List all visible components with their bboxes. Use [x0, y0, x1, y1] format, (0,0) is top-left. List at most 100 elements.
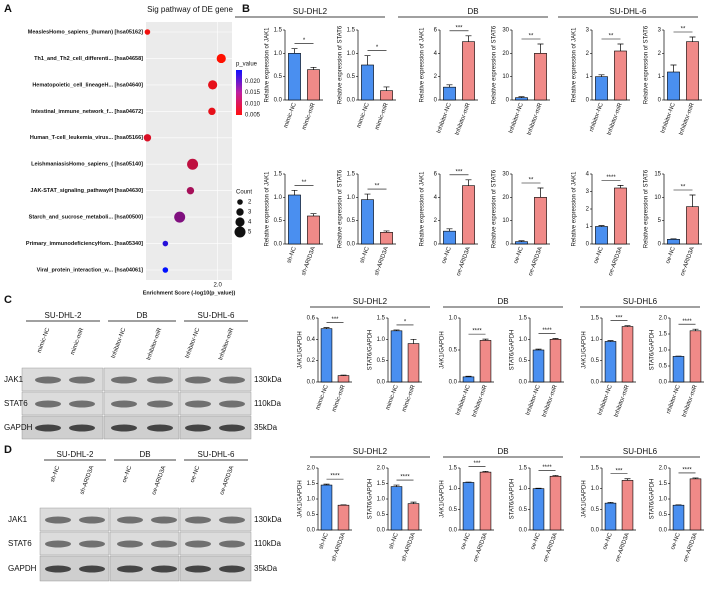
- size-label: 130kDa: [254, 375, 282, 384]
- y-axis-label: STAT6/GAPDH: [368, 479, 374, 520]
- y-axis-label: Relative expression of STAT6: [492, 25, 498, 104]
- bar: [667, 239, 680, 245]
- blot-panel: [179, 507, 252, 532]
- y-tick-label: 3: [586, 28, 590, 34]
- blot-band: [111, 400, 137, 408]
- blot-band: [219, 424, 245, 432]
- x-tick-label: sh-NC: [388, 532, 400, 551]
- y-axis-label: Relative expression of JAK1: [265, 171, 271, 247]
- significance-label: ****: [472, 329, 482, 335]
- y-tick-label: 0.5: [274, 74, 283, 80]
- y-tick-label: 2.0: [659, 466, 668, 472]
- bar: [604, 502, 617, 531]
- y-tick-label: Hematopoietic_cell_lineageH... [hsa04640…: [32, 82, 143, 88]
- x-tick-label: oe-ARID3A: [473, 532, 489, 563]
- bar: [534, 197, 547, 245]
- blot-band: [79, 565, 105, 573]
- y-tick-label: 1.0: [347, 195, 356, 201]
- y-tick-label: 0.5: [519, 358, 528, 364]
- panel-label: C: [4, 294, 12, 306]
- x-tick-label: mimic-NC: [315, 384, 330, 411]
- y-tick-label: 0.5: [659, 512, 668, 518]
- error-bar: [482, 470, 489, 473]
- blot-panel: [39, 531, 110, 556]
- x-tick-label: Inhibitor-NC: [508, 102, 525, 135]
- error-bar: [624, 325, 631, 327]
- y-axis-label: Relative expression of JAK1: [420, 27, 426, 103]
- panel-label: A: [4, 3, 12, 15]
- y-axis-label: JAK1/GAPDH: [582, 480, 588, 517]
- y-axis-label: Relative expression of JAK1: [572, 27, 578, 103]
- significance-label: **: [609, 34, 614, 40]
- error-bar: [364, 193, 371, 200]
- significance-label: ***: [455, 25, 463, 31]
- y-tick-label: 0.5: [274, 218, 283, 224]
- error-bar: [689, 36, 696, 42]
- bar: [686, 41, 699, 101]
- y-tick-label: Th1_and_Th2_cell_differenti... [hsa04658…: [34, 56, 143, 62]
- legend-tick-label: 0.020: [245, 79, 261, 85]
- x-tick-label: Inhibitor-miR: [542, 384, 559, 419]
- legend-title: p_value: [236, 62, 258, 68]
- bar: [407, 503, 420, 531]
- y-tick-label: Viral_protein_interaction_w... [hsa04061…: [37, 267, 144, 273]
- bar: [515, 97, 528, 101]
- legend-title: Count: [236, 190, 252, 196]
- error-bar: [410, 501, 417, 504]
- y-tick-label: 0.0: [377, 528, 386, 534]
- y-tick-label: 0.2: [307, 358, 316, 364]
- y-tick-label: MeaslesHomo_sapiens_(human) [hsa05162]: [28, 29, 143, 35]
- blot-band: [219, 400, 245, 408]
- y-tick-label: 1.0: [274, 51, 283, 57]
- error-bar: [670, 64, 677, 72]
- bar: [534, 53, 547, 101]
- bar: [380, 90, 393, 101]
- legend-dot: [237, 199, 243, 205]
- y-axis-label: Relative expression of JAK1: [420, 171, 426, 247]
- significance-label: *: [404, 320, 407, 326]
- x-tick-label: oe-NC: [530, 532, 542, 551]
- y-tick-label: 0: [506, 98, 510, 104]
- significance-label: ****: [682, 319, 692, 325]
- x-tick-label: oe-ARID3A: [543, 532, 559, 563]
- bar: [549, 475, 562, 531]
- x-tick-label: mimic-miR: [402, 384, 418, 413]
- x-tick-label: Inhibitor-miR: [679, 102, 696, 137]
- y-tick-label: 1.5: [591, 316, 600, 322]
- y-tick-label: 1.5: [591, 466, 600, 472]
- blot-panel: [103, 367, 180, 392]
- dot: [216, 53, 226, 64]
- blot-band: [35, 424, 61, 432]
- protein-label: JAK1: [8, 515, 28, 524]
- protein-label: GAPDH: [8, 564, 37, 573]
- x-tick-label: oe-ARID3A: [615, 532, 631, 563]
- bar: [595, 76, 608, 101]
- y-tick-label: 4: [434, 195, 438, 201]
- y-tick-label: 0: [586, 242, 590, 248]
- bar: [604, 341, 617, 383]
- y-tick-label: 1.0: [449, 316, 458, 322]
- size-label: 110kDa: [254, 539, 282, 548]
- bar: [361, 199, 374, 245]
- y-tick-label: 1.0: [519, 486, 528, 492]
- x-tick-label: mimic-miR: [332, 384, 348, 413]
- group-header: DB: [497, 297, 508, 306]
- blot-panel: [179, 531, 252, 556]
- size-label: 35kDa: [254, 564, 278, 573]
- error-bar: [465, 375, 472, 377]
- group-header: DB: [467, 7, 478, 16]
- protein-label: STAT6: [8, 539, 32, 548]
- x-tick-label: oe-ARID3A: [680, 246, 696, 277]
- bar: [532, 488, 545, 531]
- dot: [208, 80, 218, 90]
- bar: [462, 41, 475, 101]
- y-tick-label: 4: [586, 172, 590, 178]
- blot-panel: [179, 367, 252, 392]
- y-axis-label: Relative expression of STAT6: [644, 25, 650, 104]
- y-tick-label: 6: [434, 28, 438, 34]
- bar: [689, 330, 702, 383]
- blot-band: [45, 540, 71, 548]
- significance-label: **: [681, 27, 686, 33]
- significance-label: *: [303, 38, 306, 44]
- error-bar: [446, 228, 453, 232]
